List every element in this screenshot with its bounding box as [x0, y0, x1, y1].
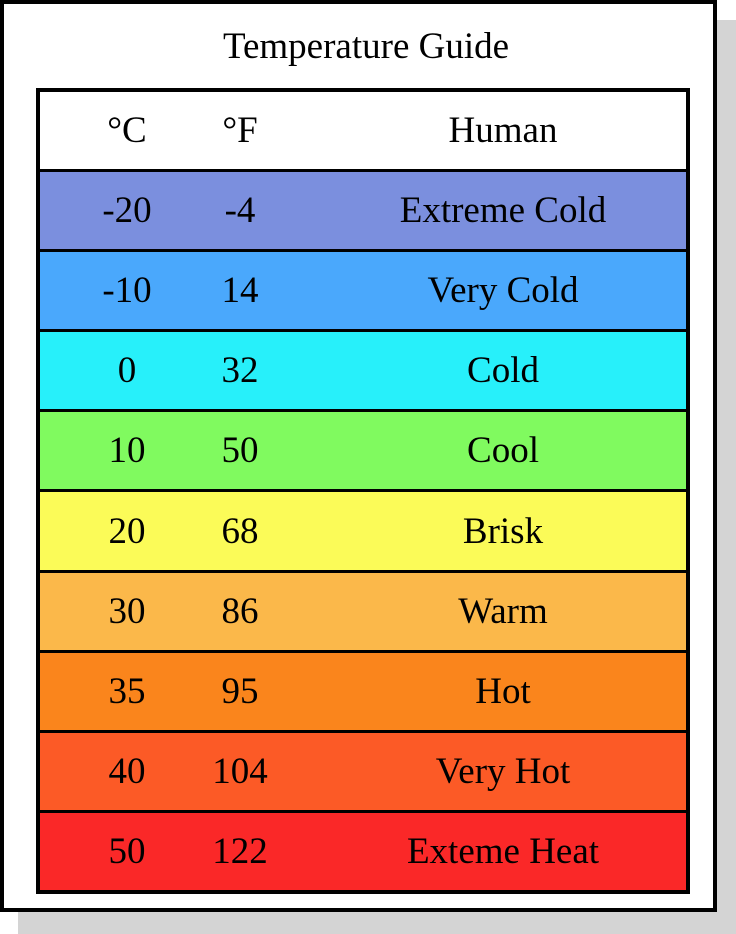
fahrenheit-value: 104	[212, 750, 268, 792]
fahrenheit-value: -4	[224, 190, 256, 232]
table-row: 10 50 Cool	[40, 412, 686, 493]
celsius-value: 10	[108, 430, 146, 472]
fahrenheit-value: 68	[221, 510, 259, 552]
table-row: 35 95 Hot	[40, 652, 686, 733]
table-header-row: °C °F Human	[40, 92, 686, 173]
table-row: 0 32 Cold	[40, 332, 686, 413]
human-description: Brisk	[462, 510, 544, 552]
table-row: -10 14 Very Cold	[40, 252, 686, 333]
header-human: Human	[448, 110, 558, 152]
table-row: 50 122 Exteme Heat	[40, 812, 686, 890]
celsius-value: -10	[102, 270, 152, 312]
celsius-value: 20	[108, 510, 146, 552]
celsius-value: -20	[102, 190, 152, 232]
human-description: Hot	[475, 670, 531, 712]
celsius-value: 35	[108, 670, 146, 712]
human-description: Cold	[467, 350, 539, 392]
fahrenheit-value: 50	[221, 430, 259, 472]
celsius-value: 30	[108, 590, 146, 632]
human-description: Cool	[467, 430, 539, 472]
fahrenheit-value: 32	[221, 350, 259, 392]
celsius-value: 40	[108, 750, 146, 792]
fahrenheit-value: 14	[221, 270, 259, 312]
celsius-value: 0	[117, 350, 137, 392]
fahrenheit-value: 86	[221, 590, 259, 632]
human-description: Very Cold	[427, 270, 579, 312]
human-description: Extreme Cold	[399, 190, 607, 232]
page-title: Temperature Guide	[222, 26, 510, 67]
table-row: 20 68 Brisk	[40, 492, 686, 573]
temperature-guide-card: Temperature Guide °C °F Human -20 -4 Ext…	[0, 0, 717, 912]
celsius-value: 50	[108, 830, 146, 872]
human-description: Warm	[458, 590, 548, 632]
header-fahrenheit: °F	[222, 110, 258, 152]
table-row: 30 86 Warm	[40, 572, 686, 653]
table-row: -20 -4 Extreme Cold	[40, 172, 686, 253]
fahrenheit-value: 95	[221, 670, 259, 712]
temperature-table: °C °F Human -20 -4 Extreme Cold -10 14 V…	[36, 88, 690, 894]
human-description: Exteme Heat	[406, 830, 600, 872]
table-row: 40 104 Very Hot	[40, 732, 686, 813]
header-celsius: °C	[107, 110, 147, 152]
fahrenheit-value: 122	[212, 830, 268, 872]
human-description: Very Hot	[435, 750, 571, 792]
